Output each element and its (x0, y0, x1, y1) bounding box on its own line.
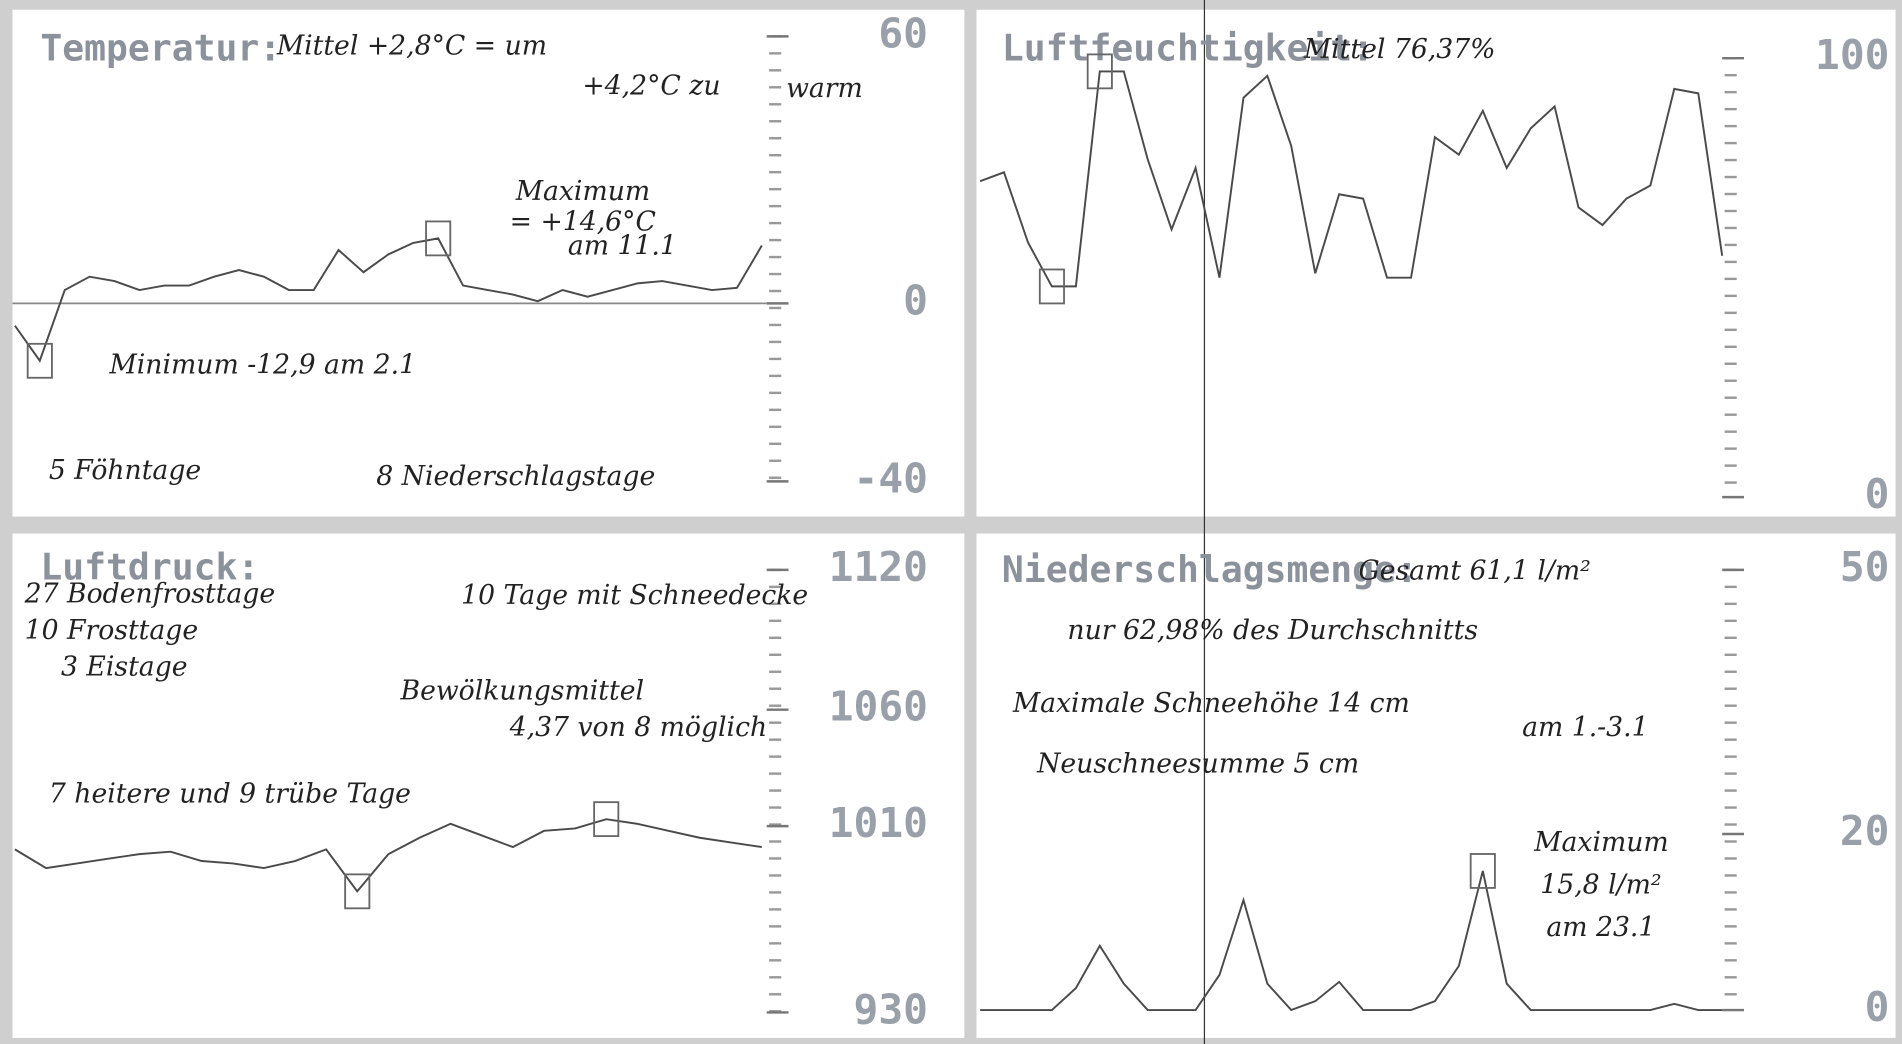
handwritten-note: 4,37 von 8 möglich (509, 712, 768, 743)
handwritten-note: am 1.-3.1 (1522, 712, 1648, 743)
y-tick-label: 0 (903, 276, 928, 324)
chart-title: Niederschlagsmenge: (1002, 548, 1418, 591)
handwritten-note: Mittel +2,8°C = um (276, 31, 547, 62)
y-tick-label: 1010 (829, 799, 928, 847)
highlight-box (425, 220, 452, 257)
y-tick-label: -40 (854, 454, 928, 502)
handwritten-note: warm (786, 73, 863, 104)
handwritten-note: 5 Föhntage (49, 455, 201, 486)
handwritten-note: nur 62,98% des Durchschnitts (1067, 615, 1478, 646)
chart-title: Temperatur: (40, 27, 281, 70)
y-tick-label: 930 (854, 985, 928, 1033)
data-line (14, 818, 762, 893)
handwritten-note: 15,8 l/m² (1540, 870, 1661, 901)
chart-title: Luftfeuchtigkeit: (1002, 27, 1374, 70)
handwritten-note: am 23.1 (1546, 912, 1655, 943)
highlight-box (1038, 268, 1065, 305)
panel (976, 533, 1896, 1038)
handwritten-note: 8 Niederschlagstage (376, 461, 655, 492)
y-tick-label: 50 (1840, 543, 1890, 591)
handwritten-note: 3 Eistage (61, 651, 188, 682)
y-tick-label: 20 (1840, 807, 1890, 855)
highlight-box (593, 801, 620, 838)
y-tick-label: 1060 (829, 683, 928, 731)
highlight-box (1469, 853, 1496, 889)
handwritten-note: Mittel 76,37% (1303, 34, 1496, 65)
data-line (14, 237, 763, 363)
chart-title: Luftdruck: (40, 546, 259, 589)
panel (976, 9, 1896, 517)
highlight-box (1086, 53, 1113, 90)
highlight-box (344, 873, 371, 910)
handwritten-note: 7 heitere und 9 trübe Tage (49, 779, 411, 810)
panel (12, 533, 965, 1038)
handwritten-note: = +14,6°C (510, 206, 656, 237)
highlight-box (26, 342, 53, 379)
handwritten-note: Neuschneesumme 5 cm (1036, 748, 1359, 779)
handwritten-note: 10 Tage mit Schneedecke (461, 580, 808, 611)
panel (12, 9, 965, 517)
data-line (979, 70, 1724, 288)
handwritten-note: am 11.1 (568, 231, 677, 262)
handwritten-note: Bewölkungsmittel (400, 676, 645, 707)
handwritten-note: Gesamt 61,1 l/m² (1358, 556, 1590, 587)
y-tick-label: 0 (1865, 983, 1890, 1031)
handwritten-note: Maximum (1533, 827, 1668, 858)
handwritten-note: Maximum (515, 176, 650, 207)
y-tick-label: 60 (878, 9, 928, 57)
handwritten-note: 10 Frosttage (25, 615, 199, 646)
data-line (980, 870, 1723, 1012)
y-tick-label: 1120 (829, 543, 928, 591)
y-tick-label: 100 (1815, 31, 1889, 79)
handwritten-note: 27 Bodenfrosttage (24, 579, 276, 610)
handwritten-note: Minimum -12,9 am 2.1 (108, 349, 416, 380)
handwritten-note: +4,2°C zu (582, 71, 720, 102)
y-tick-label: 0 (1865, 470, 1890, 518)
handwritten-note: Maximale Schneehöhe 14 cm (1012, 688, 1410, 719)
